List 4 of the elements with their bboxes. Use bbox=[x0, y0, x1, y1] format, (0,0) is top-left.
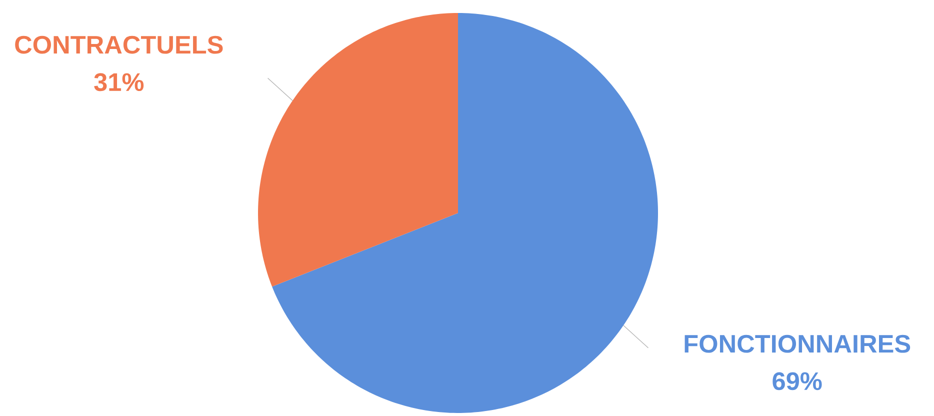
slice-label: FONCTIONNAIRES bbox=[684, 334, 910, 353]
data-label: 31% bbox=[94, 73, 144, 92]
slice-label: CONTRACTUELS bbox=[15, 36, 223, 54]
data-label: 69% bbox=[772, 372, 822, 390]
